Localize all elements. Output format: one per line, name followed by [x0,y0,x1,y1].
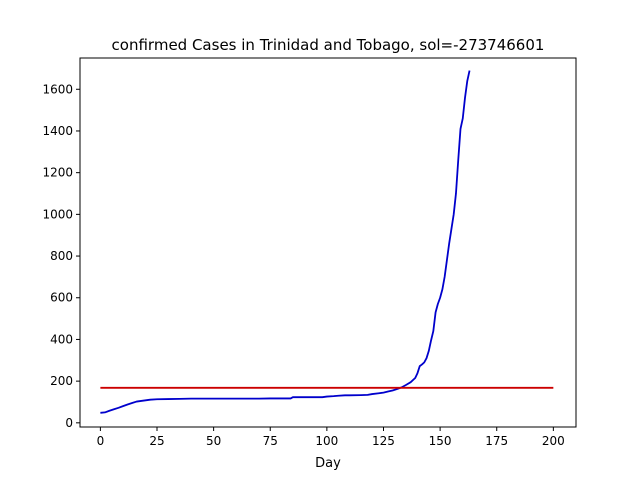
y-tick-label: 200 [50,374,73,388]
plot-area [100,70,554,414]
x-axis-label: Day [315,456,341,471]
axis-ticks: 0 25 50 75 100 125 150 175 200 0 200 400 600 800 1000 1… [42,82,564,448]
y-tick-label: 1000 [42,207,73,221]
x-tick-label: 200 [542,434,565,448]
y-tick-label: 1400 [42,124,73,138]
series-line-1 [100,70,471,414]
y-tick-label: 0 [65,416,73,430]
x-tick-label: 125 [372,434,395,448]
y-tick-label: 400 [50,332,73,346]
x-tick-label: 75 [263,434,278,448]
chart-title: confirmed Cases in Trinidad and Tobago, … [112,36,545,54]
x-tick-label: 25 [149,434,164,448]
y-tick-label: 1600 [42,82,73,96]
x-tick-label: 175 [485,434,508,448]
x-tick-label: 150 [429,434,452,448]
x-tick-label: 0 [97,434,105,448]
y-tick-label: 1200 [42,166,73,180]
y-tick-label: 800 [50,249,73,263]
y-tick-label: 600 [50,291,73,305]
plot-frame [79,57,577,428]
x-tick-label: 50 [206,434,221,448]
x-tick-label: 100 [315,434,338,448]
